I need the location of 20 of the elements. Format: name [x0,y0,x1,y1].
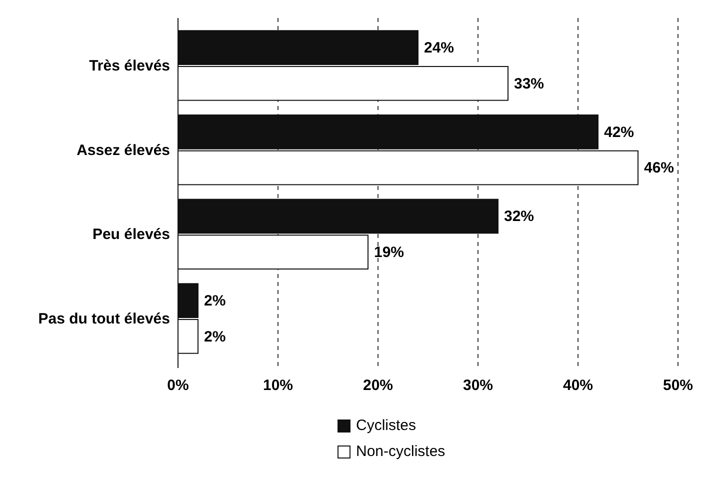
x-tick-label: 40% [562,377,594,394]
x-tick-label: 20% [362,377,394,394]
data-label: 46% [644,160,674,177]
y-tick-label: Très élevés [89,57,170,74]
data-label: 33% [514,75,544,92]
y-tick-label: Pas du tout élevés [38,310,170,328]
x-tick-label: 0% [167,377,189,394]
data-label: 19% [374,244,404,262]
data-label: 2% [204,328,226,346]
legend-label: Non-cyclistes [356,442,446,460]
data-label: 2% [204,292,226,310]
x-tick-label: 10% [262,377,294,394]
data-label: 32% [504,208,534,226]
y-tick-label: Assez élevés [76,142,170,159]
x-tick-label: 30% [462,377,494,394]
x-tick-label: 50% [662,377,694,394]
data-label: 42% [604,124,634,141]
data-label: 24% [424,40,454,57]
y-tick-label: Peu élevés [92,226,170,244]
legend-label: Cyclistes [356,416,416,434]
